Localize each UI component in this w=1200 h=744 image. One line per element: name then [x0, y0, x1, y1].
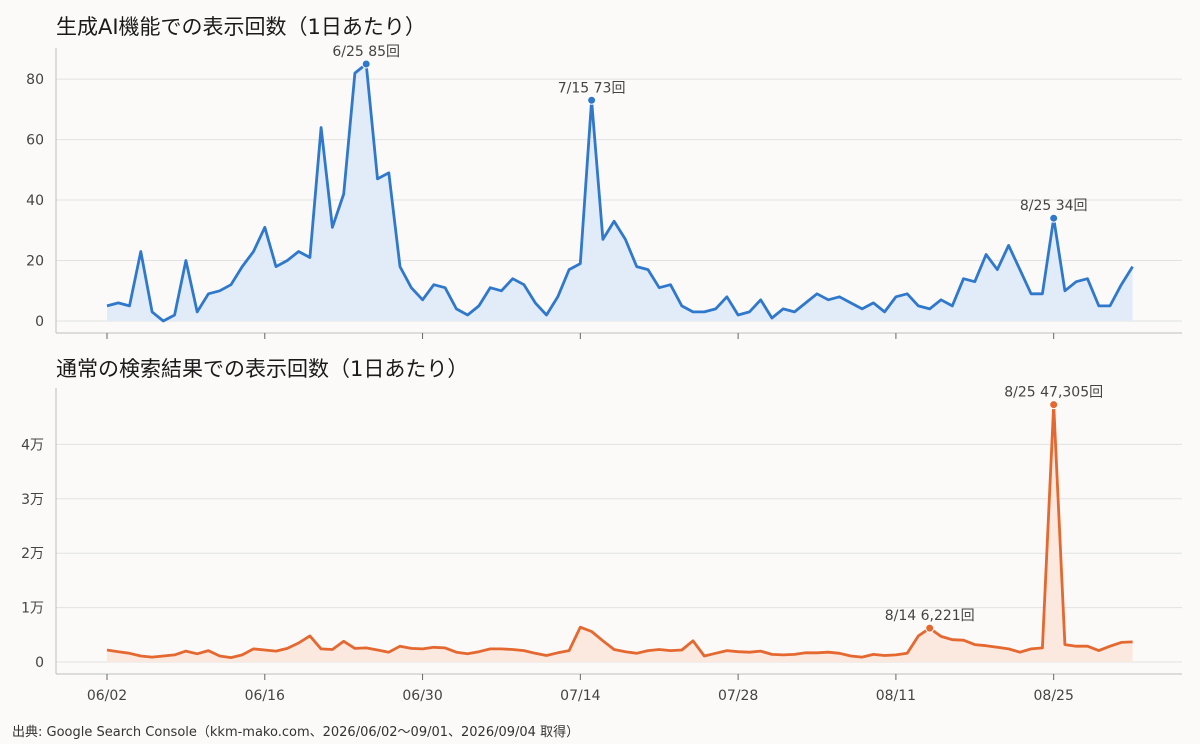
annotation-label: 8/25 47,305回 — [1004, 385, 1103, 401]
annotation-point — [361, 59, 371, 69]
annotation-point — [925, 623, 935, 633]
x-tick-label: 08/25 — [1034, 688, 1074, 704]
annotation-label: 8/25 34回 — [1020, 198, 1088, 214]
annotation-point — [1049, 213, 1059, 223]
y-tick-label: 2万 — [21, 546, 44, 562]
y-tick-label: 60 — [26, 133, 44, 149]
search-chart-title: 通常の検索結果での表示回数（1日あたり） — [56, 357, 468, 381]
x-axis: 06/02 06/16 06/30 07/14 07/28 08/11 08/25 — [87, 688, 1074, 704]
x-tick-label: 06/16 — [245, 688, 285, 704]
series-area — [107, 404, 1133, 662]
y-tick-label: 40 — [26, 193, 44, 209]
y-tick-label: 1万 — [21, 601, 44, 617]
y-tick-label: 20 — [26, 254, 44, 270]
y-tick-label: 0 — [35, 314, 44, 330]
x-tick-label: 08/11 — [876, 688, 916, 704]
y-tick-label: 0 — [35, 655, 44, 671]
x-tick-label: 06/02 — [87, 688, 127, 704]
source-note: 出典: Google Search Console（kkm-mako.com、2… — [12, 724, 579, 740]
ai-impressions-chart: 生成AI機能での表示回数（1日あたり） 0 20 40 60 80 6/25 85回 7/1… — [26, 15, 1182, 339]
annotation-label: 6/25 85回 — [332, 44, 400, 60]
annotation-label: 7/15 73回 — [558, 80, 626, 96]
search-impressions-chart: 通常の検索結果での表示回数（1日あたり） 0 1万 2万 3万 4万 8/14 6,221… — [21, 357, 1182, 680]
annotation-point — [1049, 400, 1059, 410]
annotation-point — [587, 95, 597, 105]
x-tick-label: 07/14 — [560, 688, 600, 704]
series-area — [107, 64, 1133, 321]
annotation-label: 8/14 6,221回 — [885, 608, 975, 624]
y-tick-label: 4万 — [21, 437, 44, 453]
ai-chart-title: 生成AI機能での表示回数（1日あたり） — [56, 15, 426, 39]
series-line — [106, 403, 1133, 659]
y-tick-label: 80 — [26, 72, 44, 88]
series-line — [106, 62, 1134, 323]
x-tick-label: 07/28 — [718, 688, 758, 704]
x-tick-label: 06/30 — [402, 688, 442, 704]
y-tick-label: 3万 — [21, 492, 44, 508]
